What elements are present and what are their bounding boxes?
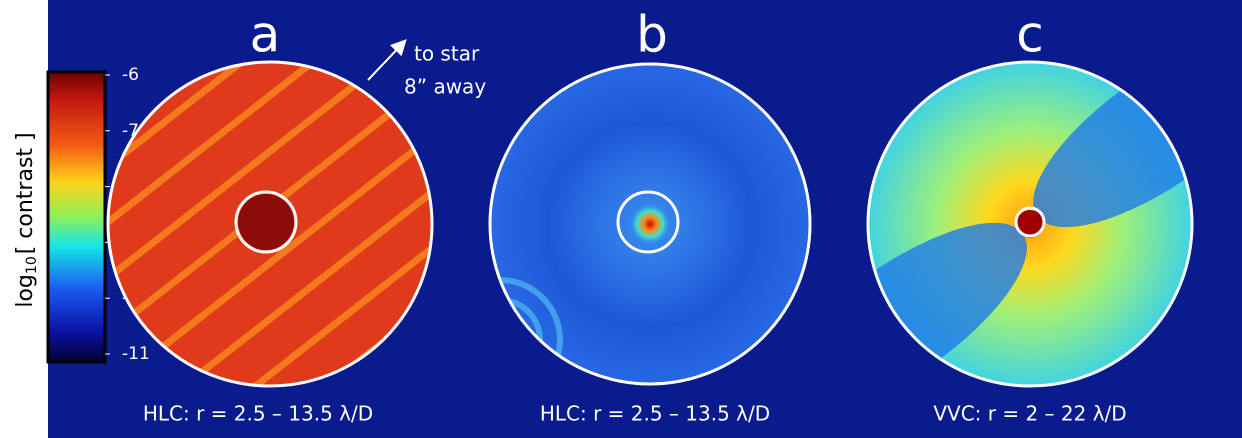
inner-ring xyxy=(234,190,298,254)
panel-caption: HLC: r = 2.5 – 13.5 λ/D xyxy=(143,402,373,426)
panel-caption: HLC: r = 2.5 – 13.5 λ/D xyxy=(540,402,770,426)
annotation: 8” away xyxy=(404,75,486,99)
label-text: log xyxy=(13,274,38,308)
panel-b-image xyxy=(490,64,810,384)
label-suffix: [ contrast ] xyxy=(13,132,38,254)
tick-label: -6 xyxy=(122,65,139,85)
panel-letter: b xyxy=(636,6,668,64)
inner-ring xyxy=(1014,206,1046,238)
label-subscript: 10 xyxy=(24,256,40,274)
annotation: to star xyxy=(414,42,480,66)
colorbar-label: log10 [ contrast ] xyxy=(13,132,40,307)
inner-ring xyxy=(616,190,680,254)
colorbar xyxy=(46,70,107,364)
panel-letter: a xyxy=(250,6,281,64)
outer-ring xyxy=(488,62,812,386)
outer-ring xyxy=(866,60,1194,388)
panel-letter: c xyxy=(1016,6,1044,64)
arrow xyxy=(367,39,407,81)
outer-ring xyxy=(106,60,434,388)
tick-label: -11 xyxy=(122,344,150,364)
inner-region xyxy=(238,194,294,250)
panel-caption: VVC: r = 2 – 22 λ/D xyxy=(933,402,1126,426)
